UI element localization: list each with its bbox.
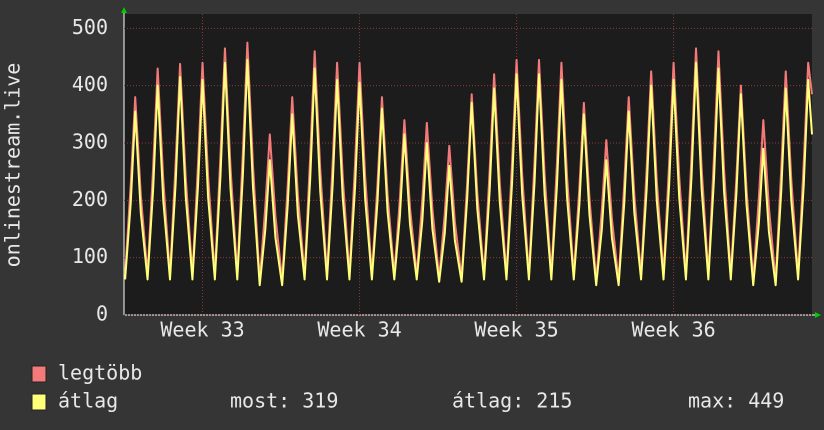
- legend-label: legtöbb: [58, 361, 142, 385]
- y-tick-label: 200: [72, 187, 108, 211]
- legend-stat: most: 319: [230, 389, 338, 413]
- y-tick-label: 0: [96, 302, 108, 326]
- x-tick-label: Week 34: [317, 318, 401, 342]
- y-tick-label: 400: [72, 72, 108, 96]
- x-tick-label: Week 36: [631, 318, 715, 342]
- legend-label: átlag: [58, 389, 118, 413]
- legend-stat: átlag: 215: [452, 389, 572, 413]
- y-tick-label: 300: [72, 130, 108, 154]
- legend-swatch: [31, 365, 47, 383]
- legend-stat: max: 449: [688, 389, 784, 413]
- axis-arrow: [121, 7, 127, 13]
- x-tick-label: Week 35: [474, 318, 558, 342]
- y-tick-label: 500: [72, 15, 108, 39]
- y-axis-title: onlinestream.live: [1, 63, 25, 268]
- legend-swatch: [31, 393, 47, 411]
- y-tick-label: 100: [72, 244, 108, 268]
- x-tick-label: Week 33: [160, 318, 244, 342]
- series-line: [124, 58, 813, 287]
- axis-arrow: [815, 312, 821, 318]
